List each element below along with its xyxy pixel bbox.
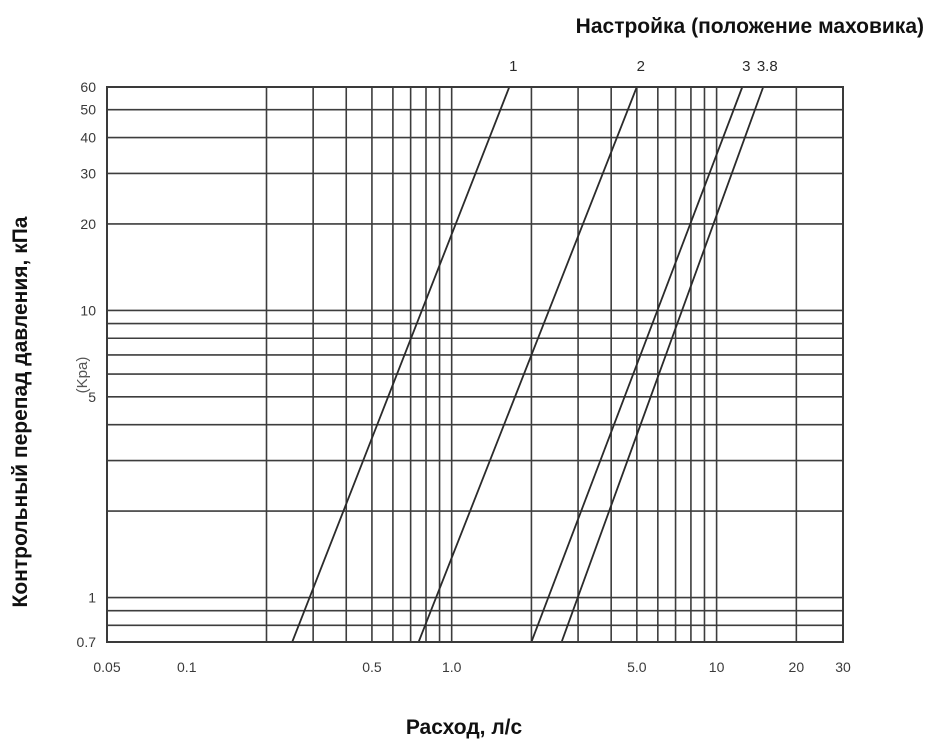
series-layer (291, 86, 765, 643)
setting-label-2: 2 (637, 58, 645, 75)
plot-frame (106, 86, 844, 643)
x-tick-label: 1.0 (442, 659, 462, 675)
setting-label-1: 1 (509, 58, 517, 75)
x-tick-label: 10 (709, 659, 725, 675)
label-layer: 1 2 3 3.8 0.05 0.1 0.5 1.0 5.0 10 20 30 0.7 1 5 10 20 30 4… (77, 58, 851, 675)
y-tick-label: 40 (80, 130, 96, 146)
y-tick-label: 5 (88, 389, 96, 405)
setting-label-3: 3 (742, 58, 750, 75)
y-tick-label: 1 (88, 590, 96, 606)
y-tick-label: 60 (80, 79, 96, 95)
series-line-2 (417, 86, 638, 643)
y-tick-label: 30 (80, 165, 96, 181)
y-tick-label: 10 (80, 302, 96, 318)
series-line-1 (291, 86, 511, 643)
y-tick-label: 20 (80, 216, 96, 232)
x-tick-label: 0.1 (177, 659, 197, 675)
setting-label-3-8: 3.8 (757, 58, 778, 75)
y-tick-label: 0.7 (77, 634, 97, 650)
x-tick-label: 20 (789, 659, 805, 675)
x-tick-label: 0.05 (93, 659, 120, 675)
chart-title: Настройка (положение маховика) (576, 15, 924, 38)
y-unit-label: (Kpa) (74, 357, 91, 394)
x-tick-label: 0.5 (362, 659, 382, 675)
x-tick-label: 5.0 (627, 659, 647, 675)
x-axis-label: Расход, л/с (406, 716, 523, 739)
y-axis-label: Контрольный перепад давления, кПа (9, 216, 32, 607)
series-line-3 (530, 86, 744, 643)
y-tick-label: 50 (80, 102, 96, 118)
series-line-3-8 (560, 86, 765, 643)
x-tick-label: 30 (835, 659, 851, 675)
